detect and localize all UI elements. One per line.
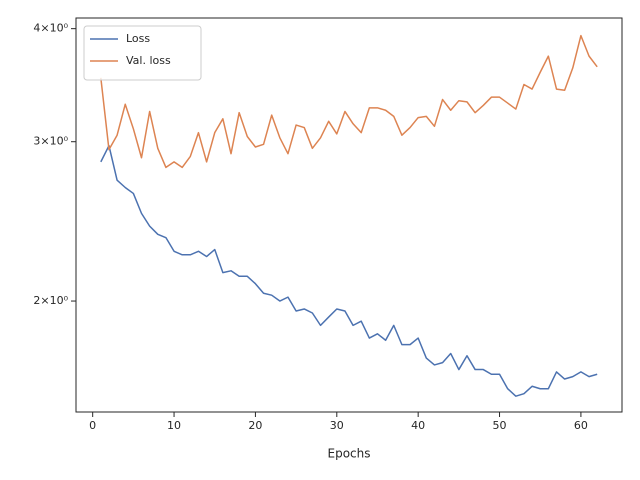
series-line [100,144,598,397]
y-tick-label: 4×10⁰ [33,22,68,35]
y-tick-label: 2×10⁰ [33,294,68,307]
x-tick-label: 30 [330,419,344,432]
legend-label: Loss [126,32,150,45]
x-tick-label: 20 [248,419,262,432]
legend-label: Val. loss [126,54,171,67]
legend: Loss Val. loss [83,25,202,81]
x-tick-label: 0 [89,419,96,432]
x-axis-label: Epochs [328,447,371,461]
x-tick-label: 40 [411,419,425,432]
series-line [100,34,598,169]
y-tick-label: 3×10⁰ [33,135,68,148]
x-tick-label: 10 [167,419,181,432]
x-tick-label: 60 [574,419,588,432]
plot-frame [75,17,623,413]
x-tick-label: 50 [493,419,507,432]
